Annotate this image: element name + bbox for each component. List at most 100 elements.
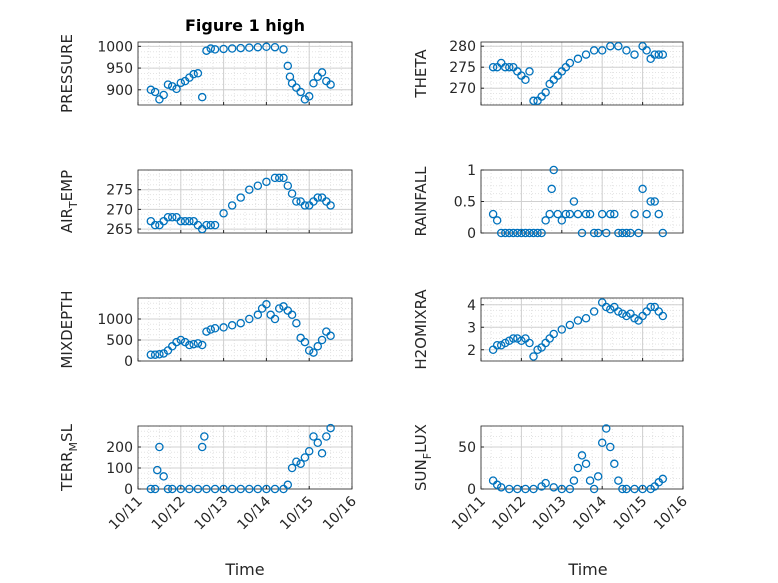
x-tick-label: 10/16 xyxy=(320,493,360,533)
subplot-pressure: 900 950 1000 PRESSURE xyxy=(58,34,353,113)
data-point xyxy=(262,300,271,309)
data-point xyxy=(585,476,595,485)
data-point xyxy=(630,50,639,59)
data-point xyxy=(589,228,599,238)
data-point xyxy=(577,228,587,238)
data-point xyxy=(155,350,164,359)
data-point xyxy=(159,90,168,100)
data-point xyxy=(601,302,611,312)
data-point xyxy=(553,209,563,219)
data-point xyxy=(236,318,245,328)
data-point xyxy=(488,62,498,72)
y-tick-label: 4 xyxy=(467,298,476,314)
x-tick-label: 10/13 xyxy=(530,494,570,534)
data-point xyxy=(202,220,211,230)
data-point xyxy=(654,209,664,219)
data-point xyxy=(270,484,280,494)
y-axis-label: RAINFALL xyxy=(412,166,430,237)
axes-frame xyxy=(480,297,684,362)
data-point xyxy=(172,84,181,94)
data-point xyxy=(593,472,603,481)
data-point xyxy=(496,483,506,492)
data-point xyxy=(227,484,237,494)
data-point xyxy=(197,340,207,350)
data-point xyxy=(517,228,526,238)
data-point xyxy=(163,80,173,89)
data-point xyxy=(236,43,245,53)
data-point xyxy=(227,321,237,330)
data-point xyxy=(176,216,186,226)
data-point xyxy=(180,216,190,226)
data-point xyxy=(167,342,177,351)
data-point xyxy=(505,62,514,72)
data-point xyxy=(597,46,607,55)
data-point xyxy=(658,228,668,238)
data-point xyxy=(569,476,579,485)
subplot-h2omixra: 2 3 4 H2OMIXRA xyxy=(412,289,684,370)
data-point xyxy=(155,95,164,104)
data-point xyxy=(597,209,607,219)
data-point xyxy=(581,459,591,469)
data-point xyxy=(597,438,607,448)
data-point xyxy=(601,228,611,238)
data-point xyxy=(642,209,651,219)
data-point xyxy=(581,50,591,59)
data-point xyxy=(163,212,173,222)
data-point xyxy=(253,181,263,190)
data-point xyxy=(525,67,534,76)
data-point xyxy=(614,476,623,485)
data-point xyxy=(227,201,237,210)
data-point xyxy=(270,42,280,52)
data-point xyxy=(601,424,611,433)
y-axis-label: AIRTEMP xyxy=(58,170,80,233)
data-point xyxy=(589,46,599,55)
data-point xyxy=(210,484,220,494)
data-point xyxy=(262,177,271,187)
data-point xyxy=(606,442,615,452)
data-point xyxy=(167,212,177,222)
data-point xyxy=(577,451,587,460)
data-point xyxy=(581,209,591,219)
data-point xyxy=(658,311,668,321)
data-point xyxy=(245,185,254,194)
y-tick-label: 0 xyxy=(124,354,133,370)
data-point xyxy=(513,334,522,343)
data-point xyxy=(618,484,627,494)
data-point xyxy=(626,228,635,238)
data-point xyxy=(159,472,168,481)
data-point xyxy=(537,228,546,238)
data-point xyxy=(565,484,575,494)
data-point xyxy=(529,228,538,238)
data-point xyxy=(253,310,263,320)
y-tick-label: 1 xyxy=(467,163,476,179)
data-point xyxy=(227,44,237,53)
data-point xyxy=(322,432,331,441)
data-point xyxy=(565,320,575,330)
data-point xyxy=(517,336,526,345)
data-point xyxy=(283,61,293,71)
y-tick-label: 280 xyxy=(449,39,476,55)
data-point xyxy=(589,484,599,494)
data-point xyxy=(292,83,301,92)
y-axis-label: TERRMSL xyxy=(58,423,80,492)
y-tick-label: 500 xyxy=(106,333,133,349)
data-point xyxy=(163,484,173,494)
data-point xyxy=(296,87,305,97)
data-point xyxy=(292,457,301,466)
data-point xyxy=(642,46,651,55)
data-point xyxy=(262,42,271,52)
data-point xyxy=(545,209,554,219)
subplot-rainfall: 0 0.5 1 RAINFALL xyxy=(412,163,684,242)
data-point xyxy=(500,228,510,238)
data-point xyxy=(509,334,518,343)
data-point xyxy=(292,318,301,328)
y-tick-label: 0 xyxy=(467,482,476,498)
data-point xyxy=(266,310,275,320)
data-point xyxy=(533,228,542,238)
x-tick-label: 10/14 xyxy=(570,493,610,533)
data-point xyxy=(529,352,538,361)
y-tick-label: 1000 xyxy=(97,39,133,55)
data-point xyxy=(283,480,293,490)
subplot-mixdepth: 0 500 1000 MIXDEPTH xyxy=(58,290,353,370)
data-point xyxy=(185,216,194,226)
